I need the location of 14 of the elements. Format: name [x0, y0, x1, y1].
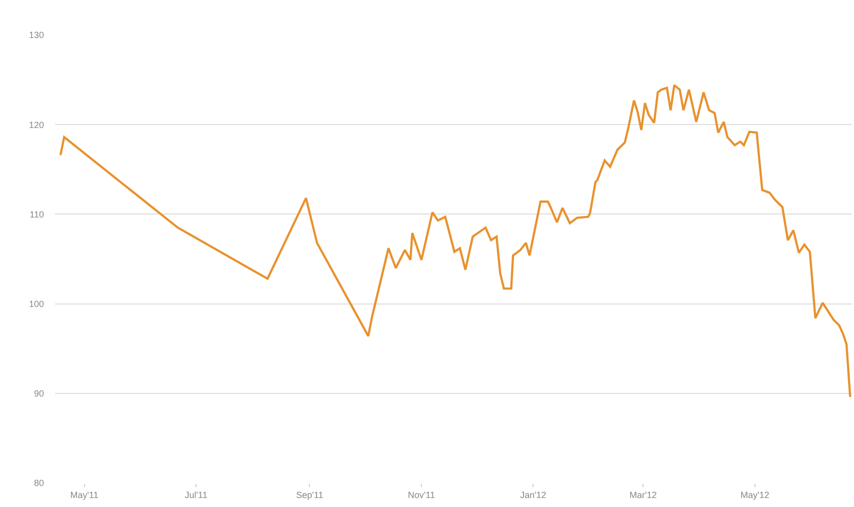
y-tick-label: 110 — [30, 209, 44, 220]
x-tick-label: Jan'12 — [520, 490, 546, 500]
x-tick-label: Jul'11 — [184, 490, 208, 500]
y-tick-label: 100 — [28, 298, 44, 309]
x-tick-label: May'11 — [70, 490, 98, 500]
y-tick-label: 90 — [34, 388, 44, 399]
x-tick-label: Mar'12 — [630, 490, 657, 500]
x-tick-label: Sep'11 — [296, 490, 324, 500]
x-tick-label: May'12 — [740, 490, 770, 500]
line-series — [59, 84, 852, 398]
y-tick-label: 80 — [34, 478, 44, 488]
y-tick-label: 130 — [28, 30, 44, 40]
x-tick-label: Nov'11 — [408, 490, 435, 500]
y-tick-label: 120 — [28, 120, 44, 130]
